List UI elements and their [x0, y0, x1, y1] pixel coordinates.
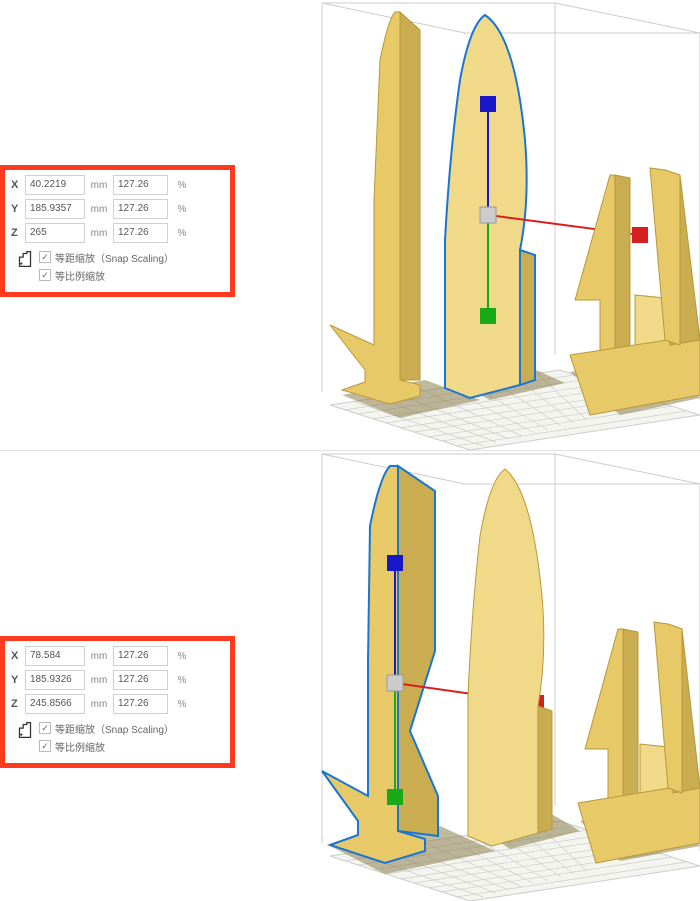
axis-row-z: Z 265 mm 127.26 %	[11, 222, 224, 244]
viewport-3d-bottom[interactable]	[270, 451, 700, 901]
z-percent-input[interactable]: 127.26	[113, 223, 168, 243]
snap-scaling-option[interactable]: ✓ 等距缩放（Snap Scaling）	[39, 248, 224, 266]
handle-y[interactable]	[480, 308, 496, 324]
z-value-input[interactable]: 265	[25, 223, 85, 243]
axis-row-y: Y 185.9357 mm 127.26 %	[11, 198, 224, 220]
model-right-fin[interactable]	[570, 168, 700, 415]
handle-y[interactable]	[387, 789, 403, 805]
y-value-input[interactable]: 185.9326	[25, 670, 85, 690]
scene-bottom: X 78.584 mm 127.26 % Y 185.9326 mm 127.2…	[0, 451, 700, 901]
model-left-rocket[interactable]	[330, 12, 420, 404]
checkbox-snap[interactable]: ✓	[39, 251, 51, 263]
snap-label: 等距缩放（Snap Scaling）	[55, 721, 174, 736]
uniform-label: 等比例缩放	[55, 739, 105, 754]
x-percent-input[interactable]: 127.26	[113, 175, 168, 195]
reset-icon[interactable]	[14, 719, 36, 741]
snap-scaling-option[interactable]: ✓ 等距缩放（Snap Scaling）	[39, 719, 224, 737]
unit-mm: mm	[85, 180, 113, 191]
handle-center[interactable]	[480, 207, 496, 223]
axis-label-y: Y	[11, 203, 25, 215]
unit-pct: %	[168, 180, 196, 191]
handle-x[interactable]	[632, 227, 648, 243]
y-value-input[interactable]: 185.9357	[25, 199, 85, 219]
reset-icon[interactable]	[14, 248, 36, 270]
handle-center[interactable]	[387, 675, 403, 691]
y-percent-input[interactable]: 127.26	[113, 199, 168, 219]
axis-row-x: X 40.2219 mm 127.26 %	[11, 174, 224, 196]
x-value-input[interactable]: 40.2219	[25, 175, 85, 195]
handle-z[interactable]	[480, 96, 496, 112]
axis-row-z: Z 245.8566 mm 127.26 %	[11, 693, 224, 715]
scale-panel-top: X 40.2219 mm 127.26 % Y 185.9357 mm 127.…	[0, 165, 235, 297]
handle-z[interactable]	[387, 555, 403, 571]
y-percent-input[interactable]: 127.26	[113, 670, 168, 690]
uniform-scaling-option[interactable]: ✓ 等比例缩放	[39, 266, 224, 284]
snap-label: 等距缩放（Snap Scaling）	[55, 250, 174, 265]
uniform-label: 等比例缩放	[55, 268, 105, 283]
z-percent-input[interactable]: 127.26	[113, 694, 168, 714]
uniform-scaling-option[interactable]: ✓ 等比例缩放	[39, 737, 224, 755]
axis-label-z: Z	[11, 227, 25, 239]
scale-panel-bottom: X 78.584 mm 127.26 % Y 185.9326 mm 127.2…	[0, 636, 235, 768]
model-right-fin[interactable]	[578, 622, 700, 863]
scene-top: X 40.2219 mm 127.26 % Y 185.9357 mm 127.…	[0, 0, 700, 450]
checkbox-uniform[interactable]: ✓	[39, 740, 51, 752]
axis-row-y: Y 185.9326 mm 127.26 %	[11, 669, 224, 691]
axis-row-x: X 78.584 mm 127.26 %	[11, 645, 224, 667]
x-value-input[interactable]: 78.584	[25, 646, 85, 666]
axis-label-x: X	[11, 179, 25, 191]
model-middle-nose[interactable]	[468, 469, 552, 846]
viewport-3d-top[interactable]	[270, 0, 700, 450]
checkbox-uniform[interactable]: ✓	[39, 269, 51, 281]
z-value-input[interactable]: 245.8566	[25, 694, 85, 714]
checkbox-snap[interactable]: ✓	[39, 722, 51, 734]
x-percent-input[interactable]: 127.26	[113, 646, 168, 666]
